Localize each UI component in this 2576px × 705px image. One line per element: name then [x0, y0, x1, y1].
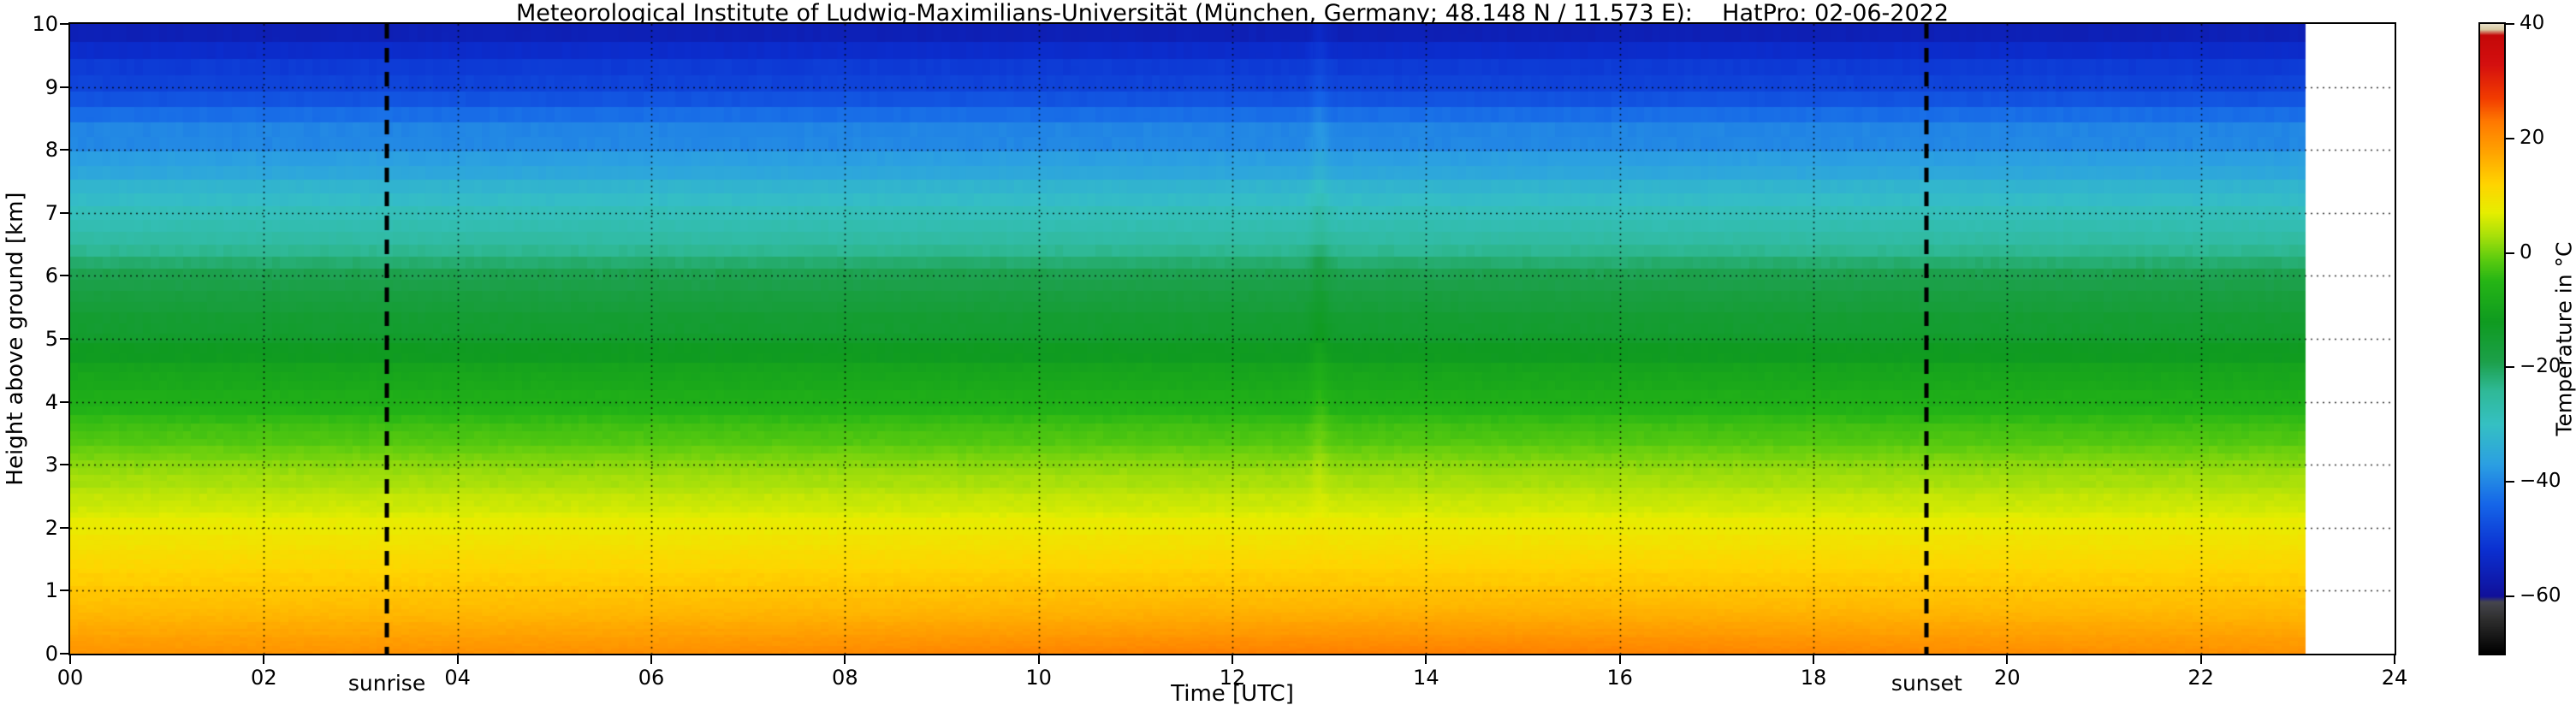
y-tick-label: 10	[32, 12, 58, 36]
annotation-label-sunrise: sunrise	[347, 671, 426, 696]
x-tick-mark	[1425, 655, 1427, 664]
x-tick-mark	[844, 655, 846, 664]
chart-title: Meteorological Institute of Ludwig-Maxim…	[515, 0, 1950, 27]
x-tick-mark	[456, 655, 459, 664]
x-tick-label: 12	[1219, 666, 1246, 690]
y-tick-label: 2	[45, 515, 58, 540]
y-tick-mark	[60, 338, 68, 340]
x-axis-label: Time [UTC]	[1171, 681, 1294, 705]
y-tick-label: 5	[45, 327, 58, 351]
y-tick-label: 7	[45, 200, 58, 225]
y-tick-mark	[60, 211, 68, 214]
colorbar-tick-label: −20	[2520, 355, 2561, 378]
y-tick-mark	[60, 149, 68, 151]
colorbar	[2478, 22, 2506, 655]
x-tick-label: 18	[1800, 666, 1827, 690]
x-tick-label: 24	[2381, 666, 2408, 690]
y-tick-label: 0	[45, 642, 58, 666]
y-tick-mark	[60, 464, 68, 466]
colorbar-tick-label: −60	[2520, 584, 2561, 607]
x-tick-label: 20	[1994, 666, 2021, 690]
colorbar-tick-mark	[2506, 23, 2514, 25]
plot-area	[68, 22, 2396, 655]
x-tick-label: 04	[444, 666, 471, 690]
y-tick-label: 6	[45, 264, 58, 288]
x-tick-label: 06	[638, 666, 665, 690]
x-tick-label: 00	[56, 666, 84, 690]
colorbar-canvas	[2480, 24, 2504, 654]
y-tick-mark	[60, 23, 68, 25]
x-tick-mark	[263, 655, 265, 664]
x-tick-label: 14	[1413, 666, 1439, 690]
annotation-label-sunset: sunset	[1890, 671, 1962, 696]
y-tick-label: 3	[45, 453, 58, 477]
y-tick-mark	[60, 653, 68, 655]
x-tick-label: 22	[2187, 666, 2214, 690]
x-tick-mark	[1232, 655, 1233, 664]
y-tick-mark	[60, 86, 68, 88]
x-tick-mark	[1618, 655, 1621, 664]
y-tick-mark	[60, 526, 68, 529]
colorbar-tick-label: −40	[2520, 470, 2561, 493]
x-tick-mark	[650, 655, 652, 664]
x-tick-mark	[1813, 655, 1814, 664]
colorbar-tick-label: 0	[2520, 240, 2532, 264]
x-tick-label: 08	[832, 666, 858, 690]
x-tick-mark	[2006, 655, 2009, 664]
x-tick-mark	[69, 655, 71, 664]
x-tick-mark	[2199, 655, 2202, 664]
colorbar-tick-mark	[2506, 252, 2514, 254]
y-tick-mark	[60, 589, 68, 592]
x-tick-mark	[1037, 655, 1040, 664]
colorbar-tick-label: 40	[2520, 12, 2545, 34]
y-tick-label: 9	[45, 74, 58, 99]
colorbar-tick-label: 20	[2520, 126, 2545, 149]
y-tick-label: 8	[45, 138, 58, 163]
x-tick-label: 16	[1606, 666, 1633, 690]
x-tick-label: 02	[251, 666, 277, 690]
y-tick-label: 4	[45, 389, 58, 414]
x-tick-label: 10	[1025, 666, 1052, 690]
y-tick-mark	[60, 275, 68, 277]
colorbar-tick-mark	[2506, 366, 2514, 369]
y-tick-mark	[60, 400, 68, 403]
x-tick-mark	[2394, 655, 2395, 664]
colorbar-tick-mark	[2506, 137, 2514, 139]
colorbar-label: Temperature in °C	[2551, 241, 2576, 436]
y-tick-label: 1	[45, 578, 58, 603]
colorbar-tick-mark	[2506, 595, 2514, 598]
colorbar-tick-mark	[2506, 481, 2514, 483]
heatmap-canvas	[70, 24, 2395, 654]
